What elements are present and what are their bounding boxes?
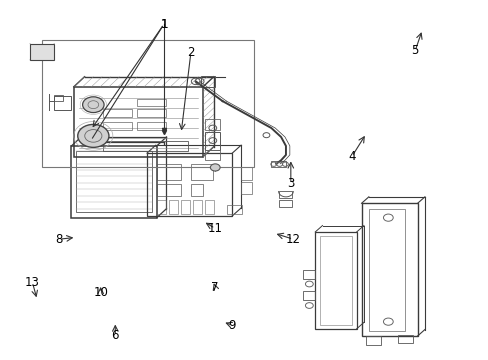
Bar xyxy=(303,291,315,300)
Bar xyxy=(271,161,285,167)
Bar xyxy=(278,192,292,198)
Bar xyxy=(205,132,220,149)
Bar xyxy=(147,153,232,216)
Bar xyxy=(278,201,292,207)
Bar xyxy=(54,96,71,110)
Circle shape xyxy=(78,125,109,147)
Bar xyxy=(31,44,53,59)
Bar xyxy=(366,336,380,345)
Bar xyxy=(181,200,189,214)
Bar xyxy=(303,270,315,279)
Text: 1: 1 xyxy=(160,18,167,31)
Text: 1: 1 xyxy=(160,18,167,31)
Circle shape xyxy=(210,164,220,171)
Bar xyxy=(157,184,181,196)
Text: 6: 6 xyxy=(111,329,119,342)
Bar xyxy=(241,182,251,194)
Bar xyxy=(205,149,220,160)
Bar xyxy=(205,119,220,130)
Bar xyxy=(30,44,54,60)
Bar xyxy=(74,87,203,157)
Bar xyxy=(54,95,63,101)
Bar xyxy=(190,184,203,196)
Bar xyxy=(71,146,157,218)
Bar xyxy=(137,109,166,117)
Text: 12: 12 xyxy=(285,233,300,246)
Bar xyxy=(103,140,188,151)
Bar xyxy=(205,200,214,214)
Text: 9: 9 xyxy=(228,319,236,332)
Bar xyxy=(320,235,351,325)
Bar xyxy=(397,335,412,343)
Bar xyxy=(103,109,132,117)
Bar xyxy=(227,205,242,214)
Text: 8: 8 xyxy=(56,233,63,246)
Text: 10: 10 xyxy=(93,287,108,300)
Bar xyxy=(193,200,202,214)
Bar xyxy=(157,164,181,180)
Bar xyxy=(137,99,166,107)
Bar xyxy=(368,209,405,330)
Text: 4: 4 xyxy=(347,150,355,163)
Bar xyxy=(241,167,251,180)
Bar xyxy=(103,122,132,130)
Text: 5: 5 xyxy=(410,44,418,57)
Bar xyxy=(42,40,254,167)
Bar xyxy=(361,203,417,336)
Text: 3: 3 xyxy=(286,177,294,190)
Bar xyxy=(168,200,177,214)
Text: 7: 7 xyxy=(211,281,219,294)
Bar xyxy=(157,200,165,214)
Bar xyxy=(315,232,356,329)
Text: 2: 2 xyxy=(187,46,194,59)
Bar xyxy=(137,122,166,130)
Bar xyxy=(190,164,212,180)
Text: 11: 11 xyxy=(207,222,223,235)
Bar xyxy=(76,151,152,212)
Circle shape xyxy=(82,97,104,113)
Bar xyxy=(200,76,215,87)
Text: 13: 13 xyxy=(25,276,40,289)
